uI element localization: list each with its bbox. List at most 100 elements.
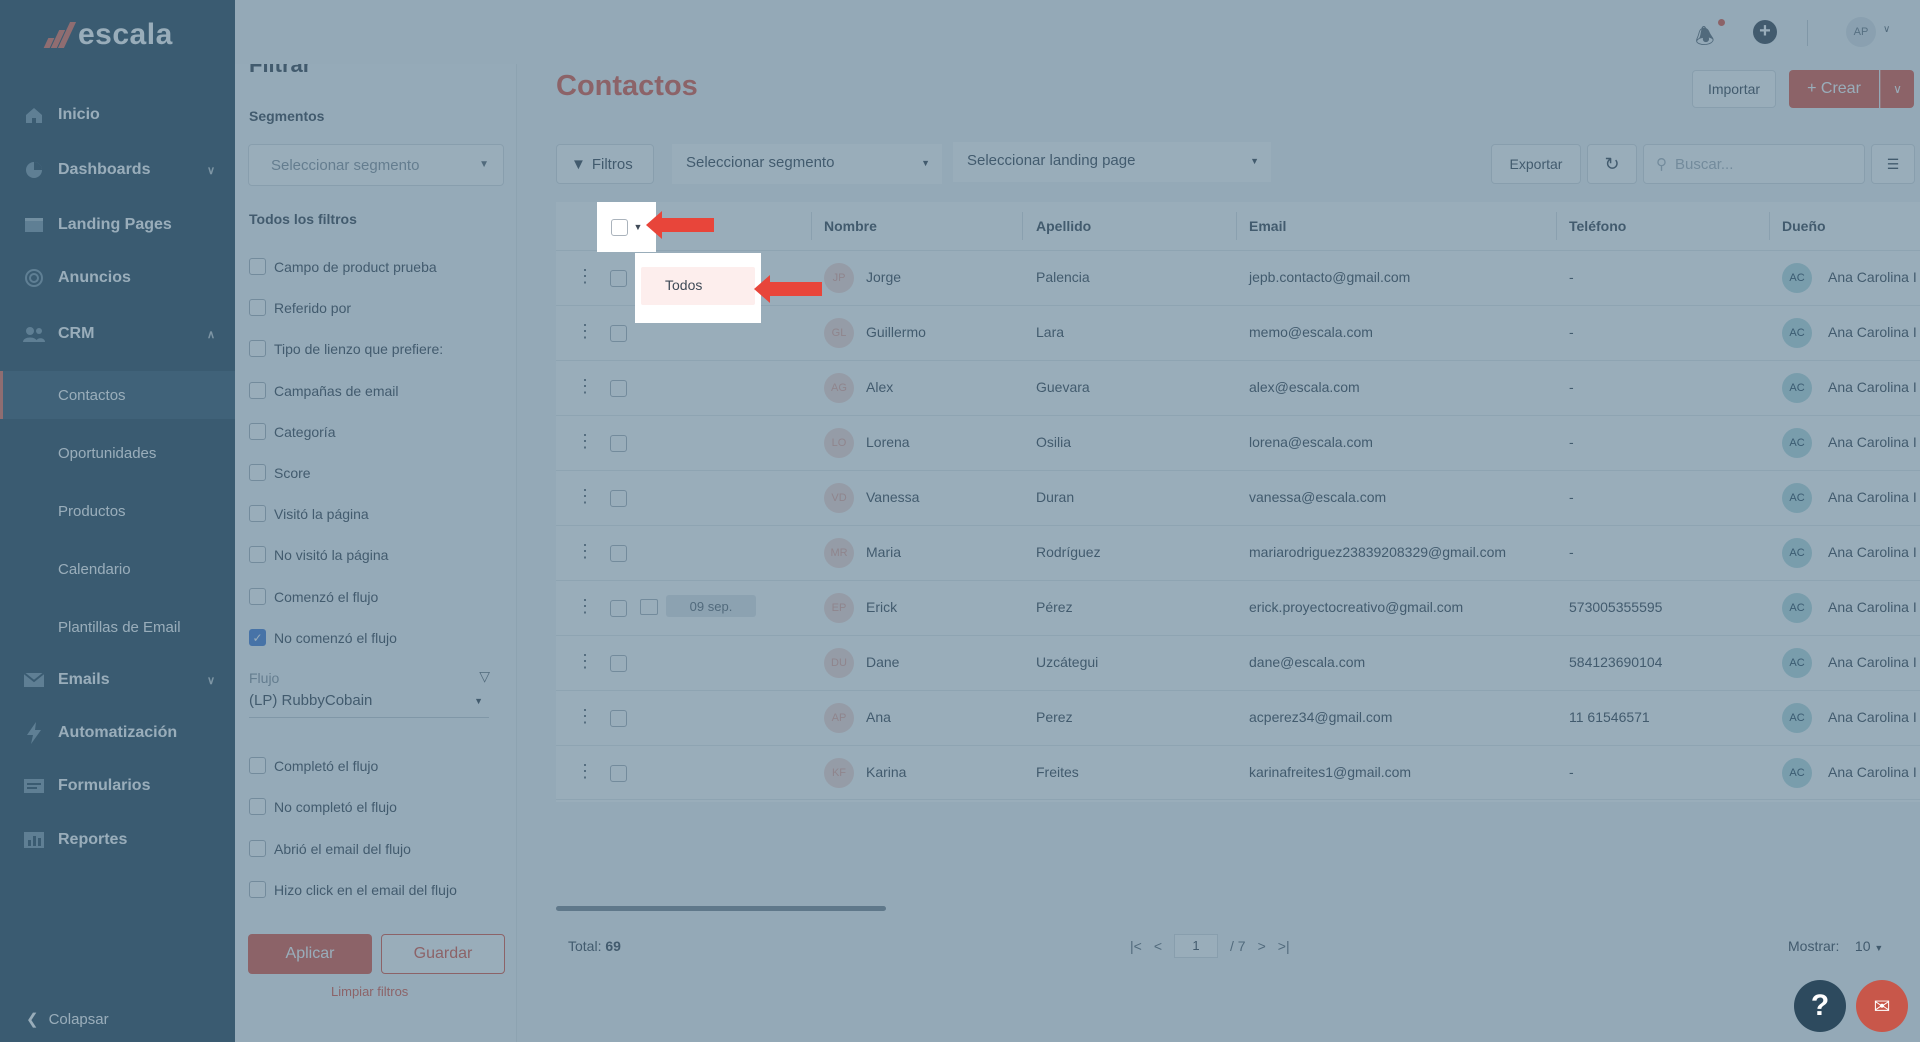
- import-button[interactable]: Importar: [1692, 70, 1776, 108]
- col-header-apellido[interactable]: Apellido: [1036, 218, 1092, 234]
- help-button[interactable]: ?: [1794, 980, 1846, 1032]
- sidebar-item-landing-pages[interactable]: Landing Pages: [0, 205, 235, 245]
- checkbox[interactable]: [249, 340, 266, 357]
- kebab-menu-icon[interactable]: ⋮: [576, 266, 594, 286]
- table-row[interactable]: ⋮ AP Ana Perez acperez34@gmail.com 11 61…: [556, 690, 1920, 745]
- col-header-email[interactable]: Email: [1249, 218, 1287, 234]
- page-size[interactable]: Mostrar: 10 ▼: [1788, 938, 1883, 954]
- filter-check[interactable]: No visitó la página: [249, 546, 388, 563]
- checkbox[interactable]: [249, 757, 266, 774]
- funnel-icon[interactable]: ▽: [479, 668, 490, 684]
- checkbox[interactable]: [249, 464, 266, 481]
- row-checkbox[interactable]: [610, 490, 627, 507]
- sidebar-item-dashboards[interactable]: Dashboards ∨: [0, 150, 235, 190]
- sidebar-item-crm[interactable]: CRM ∧: [0, 314, 235, 354]
- row-checkbox[interactable]: [610, 325, 627, 342]
- caret-down-icon[interactable]: ▼: [633, 222, 643, 232]
- sidebar-subitem-oportunidades[interactable]: Oportunidades: [0, 429, 235, 477]
- landing-page-select[interactable]: Seleccionar landing page ▼: [953, 142, 1271, 182]
- refresh-button[interactable]: ↻: [1587, 144, 1637, 184]
- flow-select[interactable]: (LP) RubbyCobain ▼: [249, 692, 489, 718]
- row-checkbox[interactable]: [610, 710, 627, 727]
- avatar[interactable]: AP: [1846, 17, 1876, 47]
- filter-check[interactable]: Campo de product prueba: [249, 258, 437, 275]
- kebab-menu-icon[interactable]: ⋮: [576, 486, 594, 506]
- filter-check[interactable]: Abrió el email del flujo: [249, 840, 411, 857]
- checkbox[interactable]: [249, 798, 266, 815]
- row-checkbox[interactable]: [610, 545, 627, 562]
- page-input[interactable]: 1: [1174, 934, 1218, 958]
- table-row[interactable]: ⋮ AG Alex Guevara alex@escala.com - AC A…: [556, 360, 1920, 415]
- column-settings-button[interactable]: ☰: [1871, 144, 1915, 184]
- select-all-checkbox[interactable]: [610, 218, 628, 236]
- clear-filters-link[interactable]: Limpiar filtros: [331, 984, 409, 999]
- table-row[interactable]: ⋮ DU Dane Uzcátegui dane@escala.com 5841…: [556, 635, 1920, 690]
- export-button[interactable]: Exportar: [1491, 144, 1581, 184]
- segment-toolbar-select[interactable]: Seleccionar segmento ▼: [672, 144, 942, 184]
- filter-check[interactable]: Campañas de email: [249, 382, 399, 399]
- kebab-menu-icon[interactable]: ⋮: [576, 761, 594, 781]
- kebab-menu-icon[interactable]: ⋮: [576, 706, 594, 726]
- horizontal-scrollbar[interactable]: [556, 906, 886, 911]
- sidebar-item-anuncios[interactable]: Anuncios: [0, 258, 235, 298]
- table-row[interactable]: ⋮ KF Karina Freites karinafreites1@gmail…: [556, 745, 1920, 800]
- bell-icon[interactable]: 🕭: [1695, 24, 1715, 49]
- table-row[interactable]: ⋮ LO Lorena Osilia lorena@escala.com - A…: [556, 415, 1920, 470]
- col-header-telefono[interactable]: Teléfono: [1569, 218, 1627, 234]
- segment-select[interactable]: Seleccionar segmento ▼: [248, 144, 504, 186]
- checkbox-checked[interactable]: ✓: [249, 629, 266, 646]
- next-page-icon[interactable]: >: [1257, 938, 1266, 954]
- prev-page-icon[interactable]: <: [1153, 938, 1162, 954]
- filter-check[interactable]: ✓ No comenzó el flujo: [249, 629, 397, 646]
- kebab-menu-icon[interactable]: ⋮: [576, 596, 594, 616]
- kebab-menu-icon[interactable]: ⋮: [576, 376, 594, 396]
- col-header-dueno[interactable]: Dueño: [1782, 218, 1826, 234]
- checkbox[interactable]: [249, 299, 266, 316]
- checkbox[interactable]: [249, 588, 266, 605]
- filter-check[interactable]: No completó el flujo: [249, 798, 397, 815]
- sidebar-item-emails[interactable]: Emails ∨: [0, 660, 235, 700]
- sidebar-item-inicio[interactable]: Inicio: [0, 95, 235, 135]
- sidebar-item-formularios[interactable]: Formularios: [0, 766, 235, 806]
- filters-button[interactable]: ▼ Filtros: [556, 144, 654, 184]
- kebab-menu-icon[interactable]: ⋮: [576, 431, 594, 451]
- filter-check[interactable]: Referido por: [249, 299, 351, 316]
- sidebar-subitem-contactos[interactable]: Contactos: [0, 371, 235, 419]
- create-dropdown-button[interactable]: ∨: [1880, 70, 1914, 108]
- last-page-icon[interactable]: >|: [1277, 938, 1290, 954]
- kebab-menu-icon[interactable]: ⋮: [576, 541, 594, 561]
- table-row[interactable]: ⋮ MR Maria Rodríguez mariarodriguez23839…: [556, 525, 1920, 580]
- chat-button[interactable]: ✉: [1856, 980, 1908, 1032]
- row-checkbox[interactable]: [610, 655, 627, 672]
- filter-check[interactable]: Hizo click en el email del flujo: [249, 881, 457, 898]
- save-button[interactable]: Guardar: [381, 934, 505, 974]
- filter-check[interactable]: Completó el flujo: [249, 757, 378, 774]
- filter-check[interactable]: Score: [249, 464, 311, 481]
- filter-check[interactable]: Visitó la página: [249, 505, 369, 522]
- checkbox[interactable]: [249, 840, 266, 857]
- sidebar-subitem-calendario[interactable]: Calendario: [0, 545, 235, 593]
- row-checkbox[interactable]: [610, 380, 627, 397]
- kebab-menu-icon[interactable]: ⋮: [576, 651, 594, 671]
- sidebar-item-automatizacion[interactable]: Automatización: [0, 713, 235, 753]
- checkbox[interactable]: [249, 423, 266, 440]
- search-input[interactable]: ⚲ Buscar...: [1643, 144, 1865, 184]
- create-button[interactable]: + Crear: [1789, 70, 1879, 108]
- dropdown-option-todos[interactable]: Todos: [641, 267, 755, 305]
- checkbox[interactable]: [249, 505, 266, 522]
- filter-check[interactable]: Categoría: [249, 423, 335, 440]
- apply-button[interactable]: Aplicar: [248, 934, 372, 974]
- row-checkbox[interactable]: [610, 600, 627, 617]
- chevron-down-icon[interactable]: ∨: [1883, 24, 1891, 35]
- kebab-menu-icon[interactable]: ⋮: [576, 321, 594, 341]
- checkbox[interactable]: [249, 382, 266, 399]
- checkbox[interactable]: [249, 258, 266, 275]
- col-header-nombre[interactable]: Nombre: [824, 218, 877, 234]
- filter-check[interactable]: Tipo de lienzo que prefiere:: [249, 340, 443, 357]
- sidebar-subitem-productos[interactable]: Productos: [0, 487, 235, 535]
- filter-check[interactable]: Comenzó el flujo: [249, 588, 378, 605]
- row-checkbox[interactable]: [610, 435, 627, 452]
- table-row[interactable]: ⋮ VD Vanessa Duran vanessa@escala.com - …: [556, 470, 1920, 525]
- sidebar-item-reportes[interactable]: Reportes: [0, 820, 235, 860]
- row-checkbox[interactable]: [610, 270, 627, 287]
